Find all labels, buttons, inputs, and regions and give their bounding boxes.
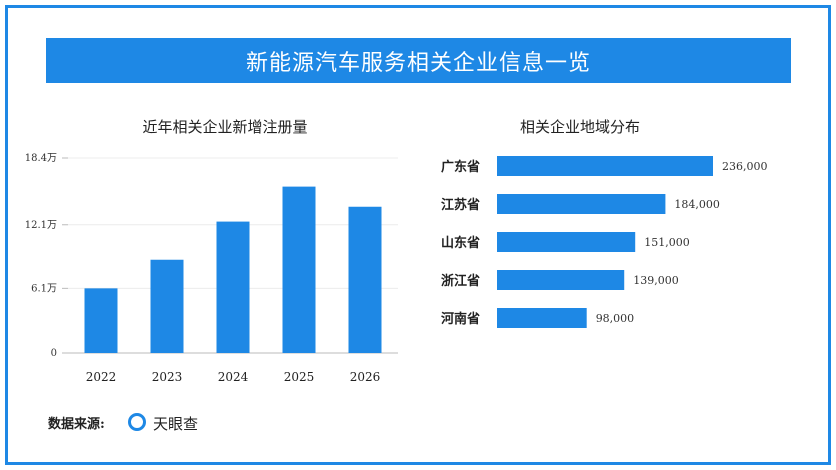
bar bbox=[84, 288, 118, 353]
value-label: 184,000 bbox=[674, 198, 720, 211]
value-label: 151,000 bbox=[644, 236, 690, 249]
source-label: 数据来源: bbox=[48, 417, 105, 432]
page-title: 新能源汽车服务相关企业信息一览 bbox=[46, 38, 791, 83]
y-tick-label: 6.1万 bbox=[31, 283, 57, 294]
region-label: 浙江省 bbox=[441, 273, 480, 289]
ring-logo-icon bbox=[128, 413, 146, 431]
region-bar bbox=[497, 156, 713, 176]
y-tick-label: 0 bbox=[51, 348, 57, 359]
region-bar bbox=[497, 308, 587, 328]
source-name: 天眼查 bbox=[153, 415, 199, 433]
region-bar bbox=[497, 194, 666, 214]
value-label: 139,000 bbox=[633, 274, 679, 287]
bar bbox=[150, 259, 184, 353]
x-tick-label: 2025 bbox=[284, 370, 315, 384]
x-tick-label: 2022 bbox=[86, 370, 117, 384]
region-bar bbox=[497, 232, 636, 252]
y-tick-label: 18.4万 bbox=[25, 153, 57, 164]
value-label: 98,000 bbox=[596, 312, 635, 325]
x-tick-label: 2023 bbox=[152, 370, 183, 384]
left-chart-title: 近年相关企业新增注册量 bbox=[142, 118, 308, 136]
x-tick-label: 2024 bbox=[218, 370, 249, 384]
y-tick-label: 12.1万 bbox=[25, 220, 57, 231]
region-label: 江苏省 bbox=[441, 197, 480, 213]
value-label: 236,000 bbox=[722, 160, 768, 173]
region-label: 河南省 bbox=[441, 311, 480, 327]
bar bbox=[282, 186, 316, 353]
bar bbox=[216, 221, 250, 353]
bar bbox=[348, 206, 382, 353]
right-chart-title: 相关企业地域分布 bbox=[519, 118, 640, 136]
region-label: 山东省 bbox=[441, 235, 480, 251]
region-bar bbox=[497, 270, 625, 290]
x-tick-label: 2026 bbox=[350, 370, 381, 384]
region-label: 广东省 bbox=[441, 159, 480, 175]
